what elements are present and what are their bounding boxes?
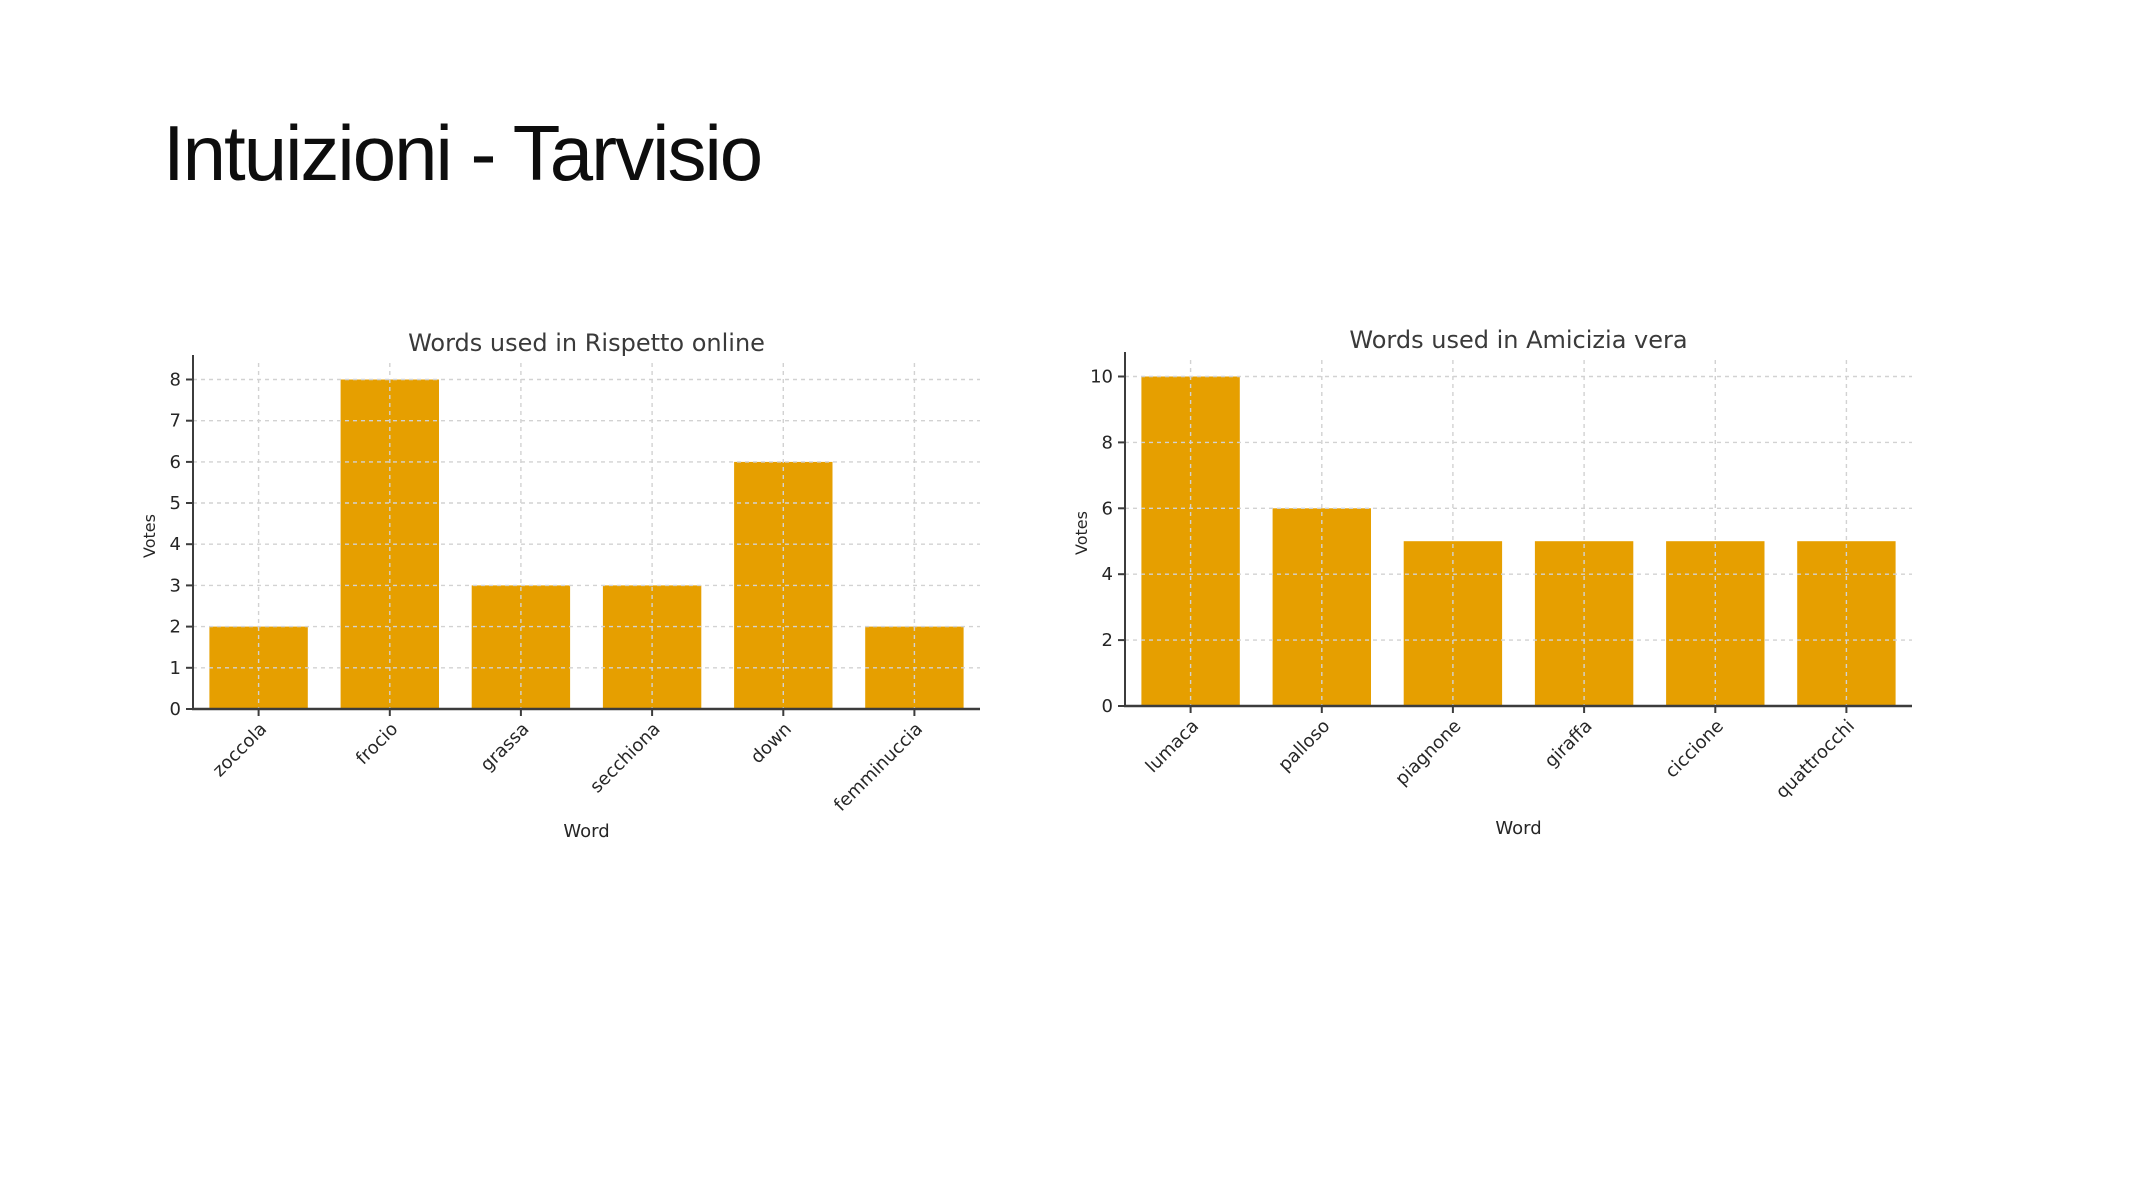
y-tick-label: 1 [170,658,181,679]
x-tick-label-secchiona: secchiona [586,719,665,798]
y-tick-label: 6 [1102,498,1113,519]
y-tick-label: 7 [170,411,181,432]
y-tick-label: 5 [170,493,181,514]
chart-figure-amicizia-vera: 0 2 4 6 8 10 lumaca palloso piagnone giraffa cicci… [1072,320,1932,854]
chart-title: Words used in Rispetto online [408,329,765,357]
page-title: Intuizioni - Tarvisio [163,109,763,197]
x-tick-label-down: down [747,719,796,768]
chart-title: Words used in Amicizia vera [1349,326,1687,354]
x-tick-label-giraffa: giraffa [1541,716,1597,772]
x-tick-label-zoccola: zoccola [209,719,271,781]
y-tick-label: 0 [1102,696,1113,717]
y-axis-label: Votes [140,514,159,558]
y-tick-label: 0 [170,699,181,720]
y-tick-label: 8 [1102,432,1113,453]
y-tick-label: 2 [1102,630,1113,651]
x-tick-label-piagnone: piagnone [1391,716,1465,790]
y-tick-label: 4 [170,534,181,555]
y-tick-label: 8 [170,370,181,391]
y-tick-label: 3 [170,575,181,596]
x-tick-label-grassa: grassa [476,719,533,776]
x-axis-label: Word [1495,818,1541,839]
x-tick-label-lumaca: lumaca [1142,716,1203,777]
bar-chart-words-amicizia-vera: 0 2 4 6 8 10 lumaca palloso piagnone giraffa cicci… [1072,326,1912,839]
y-axis-label: Votes [1072,511,1091,555]
x-tick-label-femminuccia: femminuccia [830,719,927,816]
y-tick-label: 4 [1102,564,1113,585]
x-tick-label-quattrocchi: quattrocchi [1772,716,1859,803]
chart-figure-rispetto-online: 0 1 2 3 4 5 6 7 8 zoccola frocio grassa secchiona dow… [140,323,1000,857]
x-tick-label-frocio: frocio [352,719,402,769]
y-tick-label: 10 [1090,367,1113,388]
x-tick-label-palloso: palloso [1274,716,1334,776]
y-tick-label: 2 [170,617,181,638]
bar-chart-words-rispetto-online: 0 1 2 3 4 5 6 7 8 zoccola frocio grassa secchiona dow… [140,329,980,842]
x-axis-label: Word [563,821,609,842]
y-tick-label: 6 [170,452,181,473]
x-tick-label-ciccione: ciccione [1661,716,1728,783]
